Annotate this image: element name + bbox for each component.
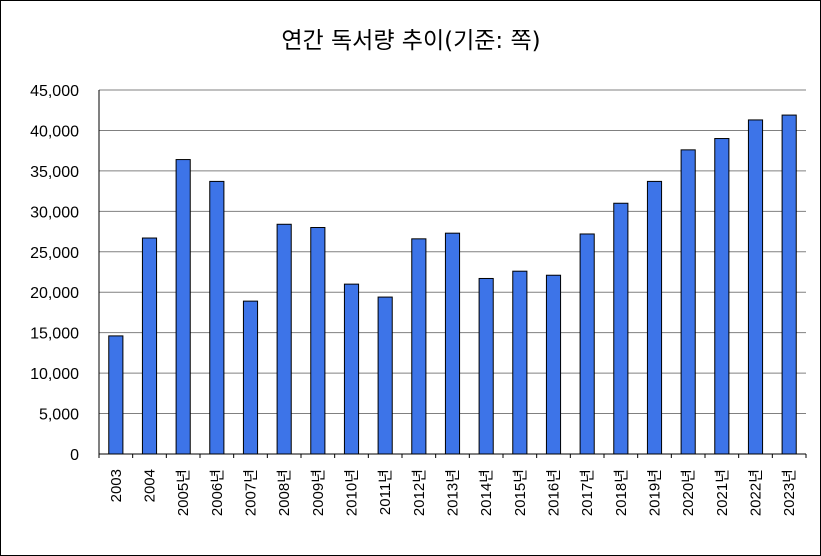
y-tick-label: 45,000 bbox=[30, 83, 79, 100]
x-tick-label: 2013년 bbox=[445, 469, 462, 516]
bar bbox=[108, 335, 124, 455]
x-tick-label: 2007년 bbox=[243, 469, 260, 516]
x-tick-label: 2014년 bbox=[478, 469, 495, 516]
y-tick-label: 35,000 bbox=[30, 164, 79, 181]
y-tick-label: 30,000 bbox=[30, 204, 79, 221]
x-tick-label: 2011년 bbox=[377, 469, 394, 515]
x-tick-label: 2021년 bbox=[714, 469, 731, 516]
y-tick-label: 20,000 bbox=[30, 285, 79, 302]
x-tick-label: 2020년 bbox=[680, 469, 697, 516]
bar bbox=[343, 283, 360, 455]
bar bbox=[579, 233, 595, 455]
x-tick-label: 2006년 bbox=[209, 469, 226, 516]
y-tick-label: 5,000 bbox=[39, 407, 79, 424]
x-tick-label: 2017년 bbox=[579, 469, 596, 516]
bar bbox=[714, 138, 730, 455]
bar bbox=[478, 277, 494, 455]
x-tick-labels: 2003 2004 2005년 2006년 2007년 2008년 2009년 2010년 20… bbox=[108, 469, 798, 516]
bar bbox=[613, 202, 629, 455]
bar bbox=[276, 223, 292, 455]
x-tick-label: 2010년 bbox=[344, 469, 361, 516]
bar bbox=[781, 114, 797, 455]
x-tick-label: 2012년 bbox=[411, 469, 428, 516]
y-tick-label: 10,000 bbox=[30, 366, 79, 383]
bar bbox=[141, 237, 158, 455]
x-tick-label: 2018년 bbox=[613, 469, 630, 516]
bar bbox=[680, 149, 696, 455]
bar bbox=[444, 232, 461, 455]
bar bbox=[175, 159, 191, 455]
x-tick-label: 2016년 bbox=[546, 469, 563, 516]
bar bbox=[310, 227, 326, 455]
x-tick-label: 2004 bbox=[142, 469, 159, 502]
bar bbox=[646, 180, 663, 455]
bar bbox=[411, 238, 427, 455]
axes bbox=[98, 90, 807, 458]
bar bbox=[242, 300, 259, 455]
bar bbox=[209, 180, 225, 455]
y-tick-label: 40,000 bbox=[30, 123, 79, 140]
bar bbox=[545, 274, 562, 455]
bar bbox=[747, 119, 764, 455]
bar bbox=[512, 270, 528, 455]
x-tick-label: 2009년 bbox=[310, 469, 327, 516]
x-tick-label: 2005년 bbox=[175, 469, 192, 516]
bar bbox=[377, 296, 393, 455]
y-tick-label: 0 bbox=[70, 447, 79, 464]
x-tick-label: 2022년 bbox=[748, 469, 765, 516]
x-tick-label: 2015년 bbox=[512, 469, 529, 516]
x-tick-label: 2019년 bbox=[647, 469, 664, 516]
bars bbox=[108, 114, 797, 455]
x-tick-label: 2003 bbox=[108, 469, 125, 502]
x-tick-label: 2023년 bbox=[781, 469, 798, 516]
chart-title: 연간 독서량 추이(기준: 쪽) bbox=[281, 28, 540, 54]
y-tick-labels: 0 5,000 10,000 15,000 20,000 25,000 30,000 35,0… bbox=[30, 83, 79, 464]
x-tick-label: 2008년 bbox=[276, 469, 293, 516]
y-tick-label: 25,000 bbox=[30, 245, 79, 262]
y-tick-label: 15,000 bbox=[30, 326, 79, 343]
